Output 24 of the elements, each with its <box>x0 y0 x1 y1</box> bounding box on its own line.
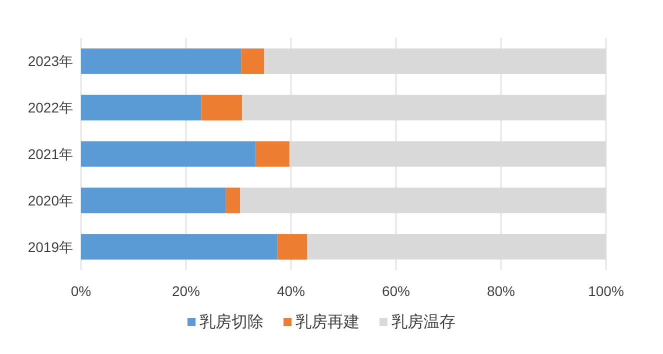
bar <box>81 141 256 167</box>
y-tick-label: 2023年 <box>28 53 73 70</box>
x-tick-label: 80% <box>486 283 516 299</box>
y-tick-label: 2020年 <box>28 192 73 208</box>
legend-label: 乳房切除 <box>200 313 264 331</box>
y-tick-label: 2019年 <box>28 238 73 255</box>
y-tick-label: 2022年 <box>28 100 73 116</box>
x-tick-label: 0% <box>70 283 92 299</box>
bar <box>241 48 264 74</box>
bar <box>81 94 202 120</box>
bar <box>201 94 242 120</box>
bar <box>277 234 308 260</box>
legend-label: 乳房温存 <box>392 313 456 331</box>
legend-label: 乳房再建 <box>296 313 360 331</box>
bar <box>81 188 226 214</box>
bar <box>81 48 242 74</box>
bar <box>226 188 240 214</box>
bar <box>81 234 278 260</box>
bar <box>256 141 290 167</box>
y-tick-label: 2021年 <box>28 146 73 162</box>
x-tick-label: 40% <box>276 283 306 299</box>
x-tick-label: 60% <box>382 283 410 299</box>
x-tick-label: 100% <box>588 283 624 299</box>
x-tick-label: 20% <box>172 283 200 299</box>
